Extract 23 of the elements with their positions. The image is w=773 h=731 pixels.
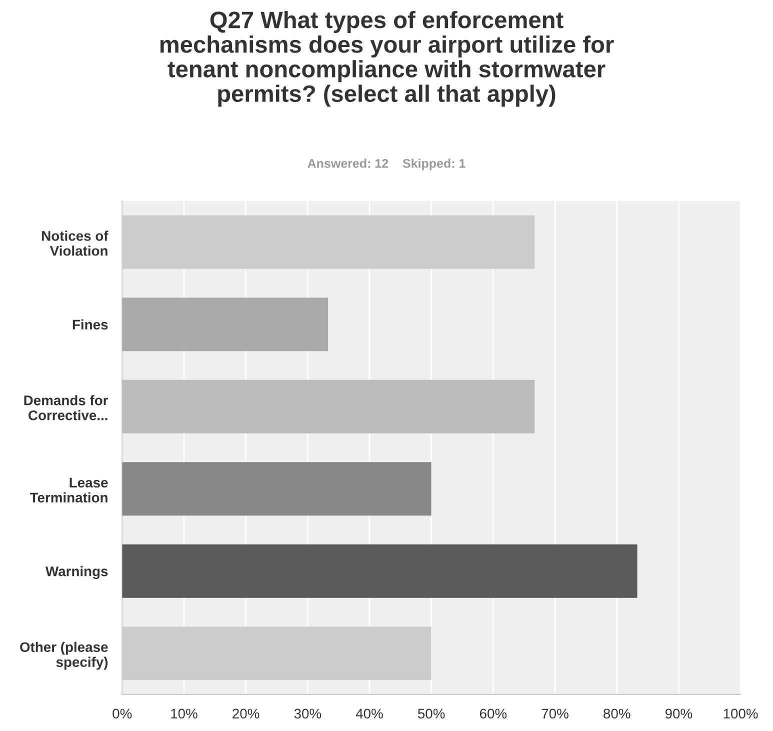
y-tick-label: Demands for Corrective... [24, 395, 108, 420]
y-tick-label: Warnings [46, 566, 108, 580]
bar [122, 462, 432, 516]
x-tick-label: 70% [542, 708, 568, 719]
y-tick-label: Fines [72, 319, 108, 330]
x-tick-label: 30% [294, 708, 322, 719]
y-tick-label: Lease Termination [30, 478, 108, 503]
y-tick-label: Other (please specify) [20, 642, 108, 670]
y-tick-label: Notices of Violation [42, 230, 108, 256]
x-tick-label: 10% [171, 708, 198, 719]
x-tick-label: 80% [604, 708, 630, 719]
x-tick-label: 40% [356, 708, 383, 719]
x-tick-label: 90% [665, 708, 692, 719]
chart-title: Q27 What types of enforcement mechanisms does your airport utilize for tenant noncompliance with stormwater permits? (select all that apply) [160, 10, 614, 107]
bar [122, 380, 535, 434]
x-tick-label: 50% [418, 708, 445, 719]
bar [122, 544, 638, 598]
x-tick-label: 60% [480, 708, 507, 719]
bar [122, 298, 328, 352]
x-tick-label: 0% [112, 708, 132, 719]
x-tick-label: 20% [232, 708, 260, 719]
x-tick-label: 100% [724, 708, 758, 719]
chart-subtitle: Answered: 12 Skipped: 1 [308, 158, 466, 170]
